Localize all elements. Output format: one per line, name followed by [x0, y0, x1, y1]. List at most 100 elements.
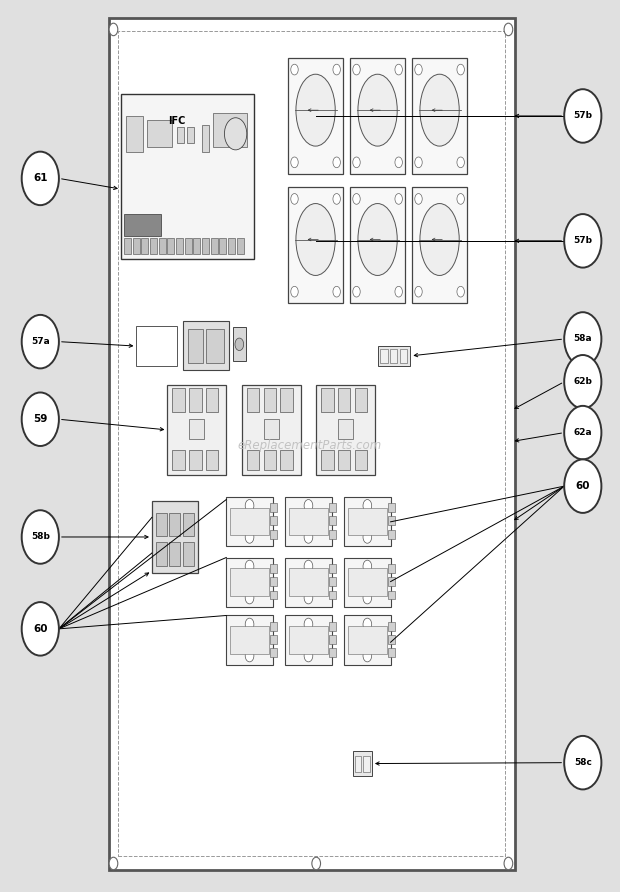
FancyBboxPatch shape: [348, 568, 387, 596]
Ellipse shape: [358, 74, 397, 146]
Circle shape: [395, 64, 402, 75]
FancyBboxPatch shape: [355, 756, 361, 772]
FancyBboxPatch shape: [329, 648, 336, 657]
FancyBboxPatch shape: [206, 329, 224, 363]
FancyBboxPatch shape: [289, 508, 328, 535]
Text: 57b: 57b: [574, 236, 592, 245]
FancyBboxPatch shape: [213, 113, 247, 147]
FancyBboxPatch shape: [202, 125, 209, 152]
FancyBboxPatch shape: [400, 349, 407, 363]
Text: 58b: 58b: [31, 533, 50, 541]
FancyBboxPatch shape: [169, 542, 180, 566]
Circle shape: [395, 286, 402, 297]
FancyBboxPatch shape: [172, 388, 185, 412]
FancyBboxPatch shape: [270, 503, 277, 512]
FancyBboxPatch shape: [152, 501, 198, 573]
Circle shape: [415, 286, 422, 297]
FancyBboxPatch shape: [270, 635, 277, 644]
Ellipse shape: [420, 203, 459, 276]
FancyBboxPatch shape: [350, 187, 405, 303]
Ellipse shape: [358, 203, 397, 276]
FancyBboxPatch shape: [270, 564, 277, 573]
Text: eReplacementParts.com: eReplacementParts.com: [238, 440, 382, 452]
Text: 60: 60: [575, 481, 590, 491]
Circle shape: [245, 531, 254, 543]
Circle shape: [363, 649, 372, 662]
FancyBboxPatch shape: [226, 497, 273, 546]
FancyBboxPatch shape: [219, 238, 226, 254]
FancyBboxPatch shape: [189, 388, 202, 412]
Circle shape: [22, 602, 59, 656]
FancyBboxPatch shape: [270, 577, 277, 586]
Circle shape: [291, 286, 298, 297]
Ellipse shape: [296, 74, 335, 146]
Circle shape: [333, 64, 340, 75]
FancyBboxPatch shape: [232, 327, 246, 361]
FancyBboxPatch shape: [270, 516, 277, 525]
FancyBboxPatch shape: [329, 503, 336, 512]
Circle shape: [564, 736, 601, 789]
FancyBboxPatch shape: [167, 238, 174, 254]
Circle shape: [304, 560, 312, 573]
FancyBboxPatch shape: [288, 58, 343, 174]
FancyBboxPatch shape: [211, 238, 218, 254]
Circle shape: [22, 510, 59, 564]
Circle shape: [395, 157, 402, 168]
FancyBboxPatch shape: [264, 450, 276, 470]
FancyBboxPatch shape: [270, 591, 277, 599]
Circle shape: [304, 531, 312, 543]
FancyBboxPatch shape: [390, 349, 397, 363]
FancyBboxPatch shape: [242, 385, 301, 475]
Circle shape: [304, 500, 312, 512]
FancyBboxPatch shape: [350, 58, 405, 174]
Ellipse shape: [296, 203, 335, 276]
FancyBboxPatch shape: [226, 558, 273, 607]
Circle shape: [564, 214, 601, 268]
Circle shape: [564, 459, 601, 513]
Circle shape: [312, 857, 321, 870]
FancyBboxPatch shape: [388, 577, 395, 586]
FancyBboxPatch shape: [124, 238, 131, 254]
FancyBboxPatch shape: [285, 558, 332, 607]
FancyBboxPatch shape: [329, 530, 336, 539]
Circle shape: [415, 194, 422, 204]
Circle shape: [224, 118, 247, 150]
Circle shape: [304, 591, 312, 604]
FancyBboxPatch shape: [380, 349, 388, 363]
Circle shape: [235, 338, 244, 351]
Circle shape: [353, 157, 360, 168]
FancyBboxPatch shape: [270, 622, 277, 631]
FancyBboxPatch shape: [321, 450, 334, 470]
Circle shape: [245, 560, 254, 573]
FancyBboxPatch shape: [355, 388, 367, 412]
Circle shape: [353, 64, 360, 75]
FancyBboxPatch shape: [288, 187, 343, 303]
FancyBboxPatch shape: [121, 94, 254, 259]
FancyBboxPatch shape: [176, 238, 183, 254]
Circle shape: [245, 649, 254, 662]
Circle shape: [304, 649, 312, 662]
Ellipse shape: [420, 74, 459, 146]
Text: 62a: 62a: [574, 428, 592, 437]
FancyBboxPatch shape: [344, 615, 391, 665]
FancyBboxPatch shape: [247, 388, 259, 412]
FancyBboxPatch shape: [183, 321, 229, 370]
FancyBboxPatch shape: [329, 622, 336, 631]
FancyBboxPatch shape: [264, 419, 279, 439]
FancyBboxPatch shape: [285, 615, 332, 665]
FancyBboxPatch shape: [189, 450, 202, 470]
FancyBboxPatch shape: [230, 626, 269, 654]
FancyBboxPatch shape: [412, 187, 467, 303]
FancyBboxPatch shape: [126, 116, 143, 152]
Circle shape: [564, 355, 601, 409]
FancyBboxPatch shape: [285, 497, 332, 546]
Circle shape: [504, 23, 513, 36]
FancyBboxPatch shape: [237, 238, 244, 254]
Circle shape: [363, 531, 372, 543]
Text: 59: 59: [33, 414, 48, 425]
Circle shape: [333, 194, 340, 204]
FancyBboxPatch shape: [188, 329, 203, 363]
FancyBboxPatch shape: [247, 450, 259, 470]
FancyBboxPatch shape: [270, 648, 277, 657]
FancyBboxPatch shape: [136, 326, 177, 366]
